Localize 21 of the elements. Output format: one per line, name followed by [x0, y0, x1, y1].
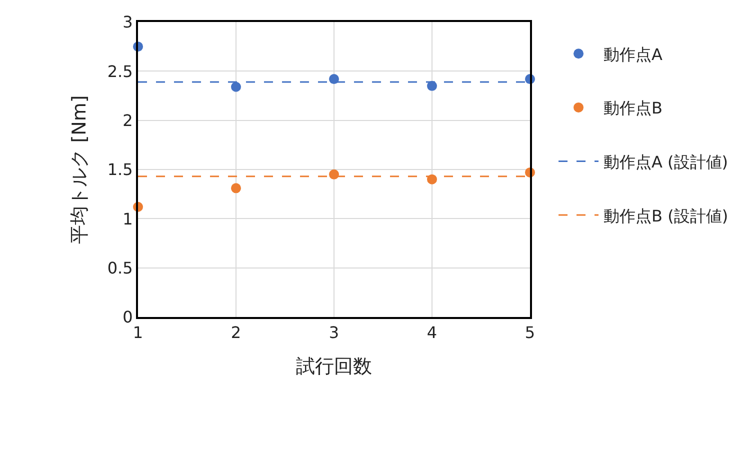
- point: [231, 82, 241, 92]
- y-tick-label: 1.5: [107, 160, 133, 180]
- x-tick-label: 4: [426, 323, 438, 342]
- y-tick-label: 0.5: [107, 258, 133, 278]
- point: [231, 183, 241, 194]
- y-tick-label: 1: [122, 209, 133, 228]
- y-tick-label: 0: [122, 308, 133, 327]
- y-tick-label: 3: [122, 12, 133, 32]
- x-tick-label: 5: [524, 323, 536, 342]
- y-axis-title: 平均トルク [Nm]: [68, 95, 91, 244]
- legend-label: 動作点B: [604, 98, 663, 118]
- point: [329, 74, 339, 84]
- legend-label: 動作点A: [604, 44, 663, 64]
- x-axis-title: 試行回数: [296, 356, 372, 378]
- point: [329, 169, 339, 180]
- legend-label: 動作点A (設計値): [604, 152, 728, 172]
- x-tick-label: 3: [328, 323, 340, 342]
- y-tick-label: 2: [122, 110, 133, 130]
- x-tick-label: 2: [230, 323, 242, 342]
- legend-label: 動作点B (設計値): [604, 206, 728, 226]
- y-tick-label: 2.5: [107, 62, 133, 81]
